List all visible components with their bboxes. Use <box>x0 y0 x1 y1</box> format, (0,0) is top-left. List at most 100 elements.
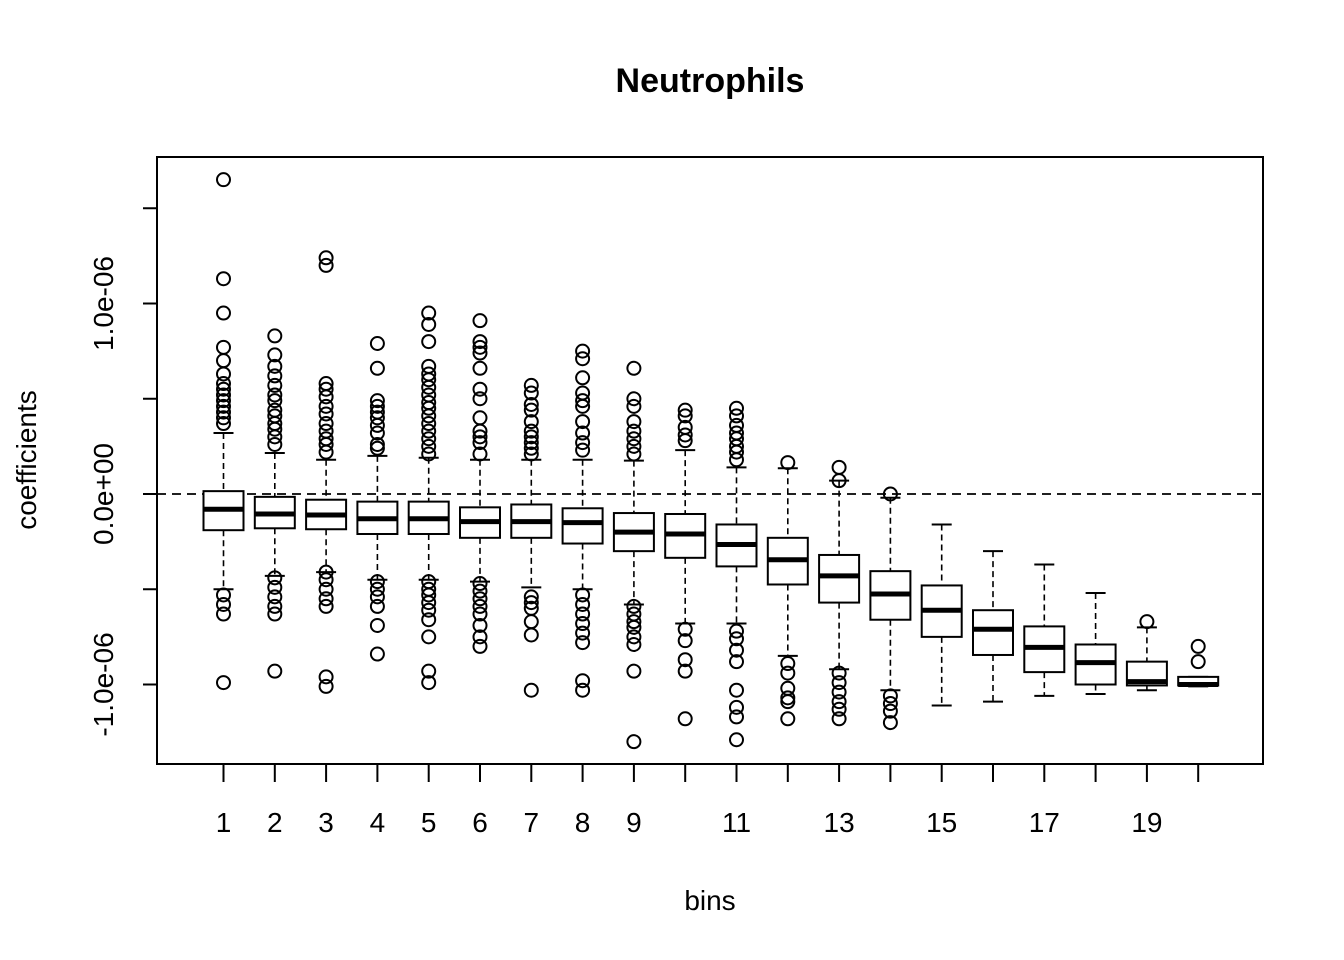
outlier-point <box>369 360 385 376</box>
outlier-point <box>472 446 488 462</box>
outlier-point <box>318 416 334 432</box>
outlier-point <box>421 408 437 424</box>
outlier-point <box>216 387 231 403</box>
outlier-point <box>626 398 642 414</box>
outlier-point <box>523 595 539 611</box>
outlier-point <box>472 339 488 355</box>
outlier-point <box>369 425 385 441</box>
plot-frame <box>156 156 1264 765</box>
outlier-point <box>780 690 796 706</box>
outlier-point <box>267 570 283 586</box>
outlier-point <box>421 587 437 603</box>
outlier-point <box>267 429 283 445</box>
outlier-point <box>472 638 488 654</box>
outlier-point <box>626 614 642 630</box>
outlier-point <box>575 343 591 359</box>
y-tick-label: -1.0e-06 <box>88 632 119 736</box>
x-tick-label: 17 <box>1029 807 1060 838</box>
outlier-point <box>523 429 539 445</box>
outlier-point <box>523 614 539 630</box>
outlier-point <box>216 393 231 409</box>
box-iqr <box>818 553 861 604</box>
outlier-point <box>575 370 591 386</box>
outlier-point <box>421 379 437 395</box>
outlier-point <box>267 358 283 374</box>
outlier-point <box>575 414 591 430</box>
outlier-point <box>369 440 385 456</box>
outlier-point <box>626 598 642 614</box>
outlier-point <box>267 368 283 384</box>
outlier-point <box>472 629 488 645</box>
outlier-point <box>575 398 591 414</box>
outlier-point <box>1190 638 1206 654</box>
outlier-point <box>831 694 847 710</box>
outlier-point <box>831 459 847 475</box>
outlier-point <box>780 455 796 471</box>
outlier-point <box>216 410 231 426</box>
outlier-point <box>318 678 334 694</box>
outlier-point <box>677 427 693 443</box>
outlier-point <box>575 587 591 603</box>
x-tick-label: 11 <box>722 807 751 838</box>
outlier-point <box>626 619 642 635</box>
outlier-point <box>831 701 847 717</box>
outlier-point <box>267 589 283 605</box>
outlier-point <box>831 684 847 700</box>
outlier-point <box>421 629 437 645</box>
outlier-point <box>421 602 437 618</box>
outlier-point <box>318 406 334 422</box>
outlier-point <box>575 385 591 401</box>
outlier-point <box>523 589 539 605</box>
outlier-point <box>626 414 642 430</box>
outlier-point <box>267 579 283 595</box>
outlier-point <box>472 381 488 397</box>
outlier-point <box>472 313 488 329</box>
outlier-point <box>472 345 488 361</box>
outlier-point <box>318 669 334 685</box>
outlier-point <box>882 715 898 731</box>
outlier-point <box>831 675 847 691</box>
outlier-point <box>472 391 488 407</box>
outlier-point <box>318 436 334 452</box>
x-tick-label: 2 <box>267 807 283 838</box>
outlier-point <box>267 393 283 409</box>
x-tick-label: 6 <box>472 807 488 838</box>
outlier-point <box>421 431 437 447</box>
outlier-point <box>831 711 847 727</box>
outlier-point <box>626 734 642 750</box>
outlier-point <box>216 675 231 691</box>
outlier-point <box>421 400 437 416</box>
outlier-point <box>421 675 437 691</box>
outlier-point <box>626 423 642 439</box>
outlier-point <box>523 396 539 412</box>
x-tick-label: 3 <box>318 807 334 838</box>
y-tick-label: 0.0e+00 <box>88 443 119 545</box>
outlier-point <box>267 421 283 437</box>
outlier-point <box>216 587 231 603</box>
x-tick-label: 8 <box>575 807 591 838</box>
outlier-point <box>318 250 334 266</box>
outlier-point <box>882 486 898 502</box>
outlier-point <box>626 629 642 645</box>
outlier-point <box>421 358 437 374</box>
outlier-point <box>369 589 385 605</box>
y-axis-label: coefficients <box>11 390 42 530</box>
outlier-point <box>729 400 744 416</box>
outlier-point <box>780 665 796 681</box>
outlier-point <box>882 696 898 712</box>
box-iqr <box>972 609 1014 656</box>
outlier-point <box>523 446 539 462</box>
outlier-point <box>421 305 437 321</box>
box-iqr <box>561 507 604 545</box>
outlier-point <box>729 444 744 460</box>
outlier-point <box>216 271 231 287</box>
outlier-point <box>318 423 334 439</box>
outlier-point <box>216 353 231 369</box>
outlier-point <box>729 682 744 698</box>
outlier-point <box>575 673 591 689</box>
x-tick-label: 9 <box>626 807 642 838</box>
outlier-point <box>523 682 539 698</box>
outlier-point <box>677 433 693 449</box>
outlier-point <box>369 336 385 352</box>
